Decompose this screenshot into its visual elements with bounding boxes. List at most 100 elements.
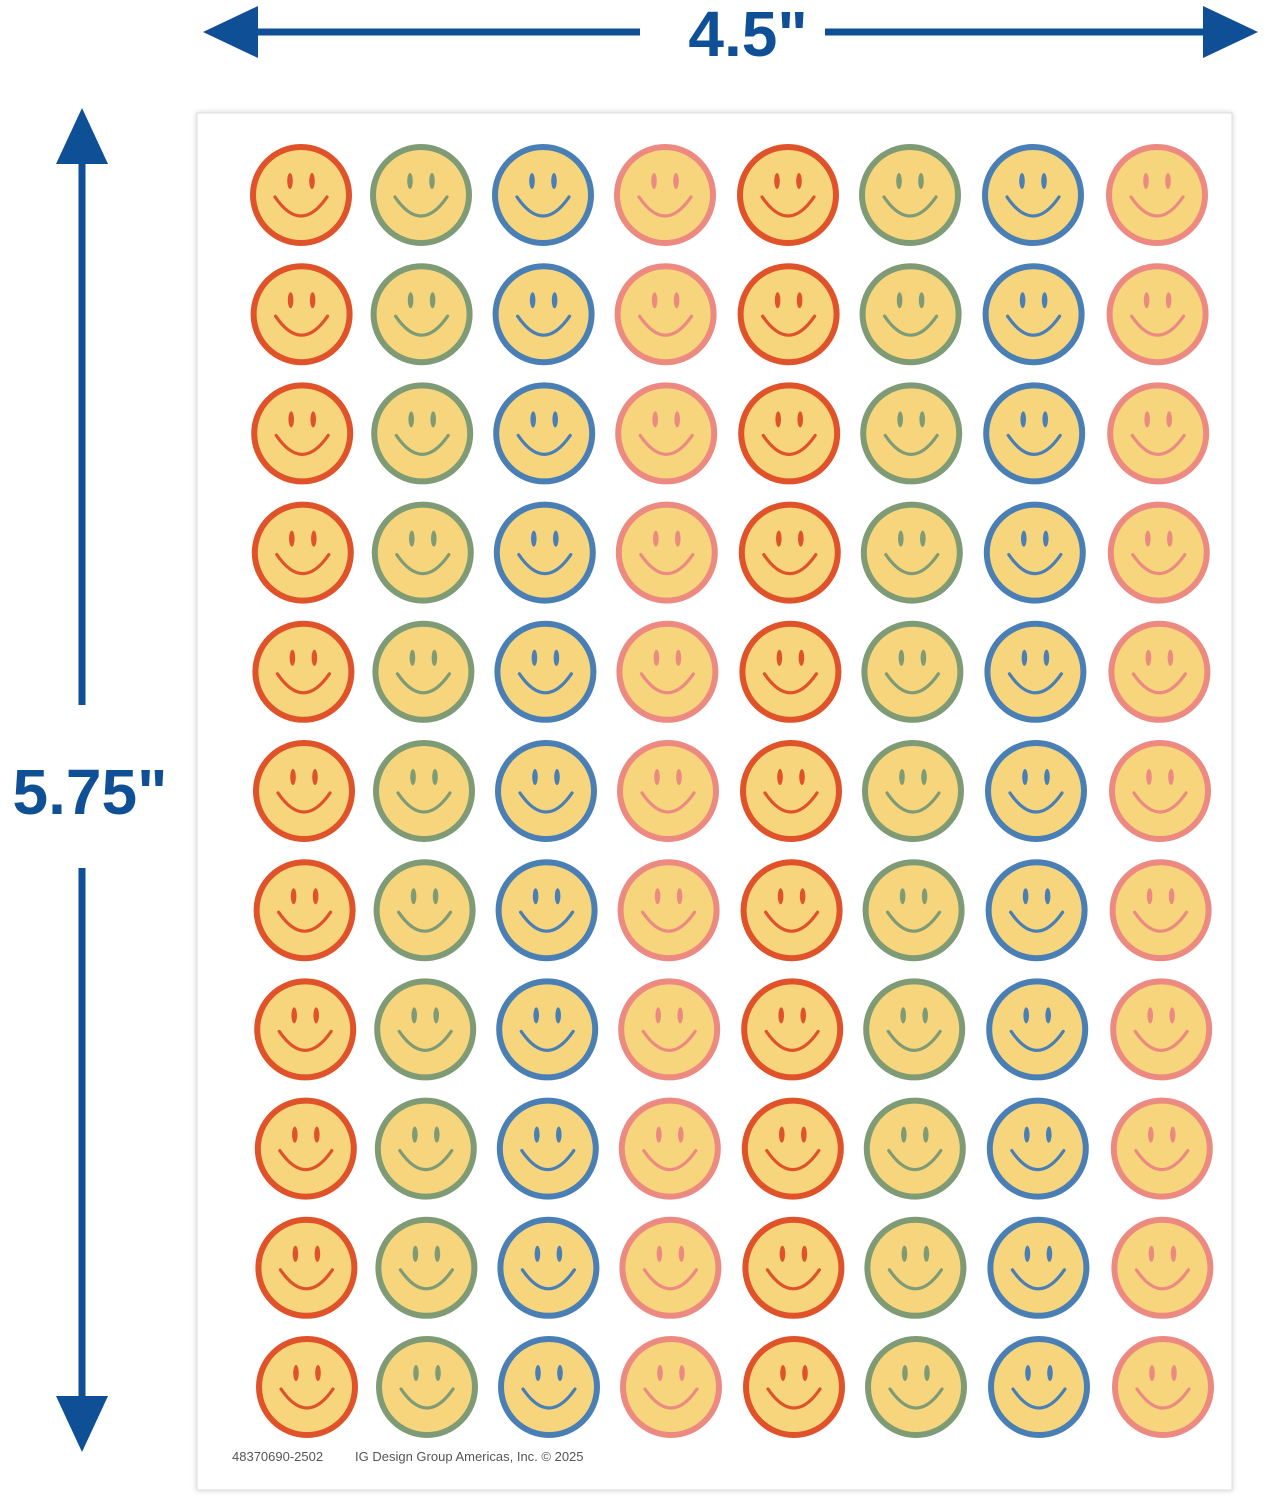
sticker-eye bbox=[776, 530, 782, 547]
sticker-eye bbox=[531, 649, 538, 666]
sticker-eye bbox=[534, 1126, 540, 1143]
sticker-face bbox=[1109, 859, 1212, 962]
sticker-eye bbox=[1144, 411, 1150, 428]
sticker-eye bbox=[777, 888, 784, 905]
sticker-face bbox=[498, 1336, 600, 1438]
sticker-eye bbox=[553, 649, 560, 666]
sticker-smile bbox=[1007, 672, 1063, 695]
sticker-eye bbox=[1022, 888, 1029, 905]
sticker-eye bbox=[532, 888, 539, 905]
sticker-face bbox=[739, 620, 842, 723]
sticker-eye bbox=[435, 1365, 441, 1381]
smiley-sticker bbox=[250, 263, 353, 366]
smiley-sticker bbox=[493, 501, 596, 604]
sticker-smile bbox=[516, 433, 572, 456]
sticker-face bbox=[497, 1216, 600, 1319]
sticker-face bbox=[984, 620, 1087, 723]
sticker-eye bbox=[897, 411, 903, 428]
sticker-face bbox=[251, 501, 354, 604]
sticker-face bbox=[253, 740, 355, 842]
sticker-eye bbox=[429, 292, 436, 309]
smiley-sticker bbox=[859, 263, 962, 366]
sticker-smile bbox=[641, 910, 697, 933]
sticker-smile bbox=[277, 1029, 333, 1052]
sticker-eye bbox=[290, 769, 296, 785]
sticker-eye bbox=[551, 173, 557, 189]
sticker-eye bbox=[554, 888, 561, 905]
sticker-face bbox=[862, 740, 964, 842]
sticker-smile bbox=[640, 791, 696, 814]
sticker-eye bbox=[1170, 1245, 1177, 1262]
sticker-smile bbox=[642, 1149, 698, 1171]
sticker-eye bbox=[411, 1007, 418, 1024]
sticker-eye bbox=[1043, 530, 1049, 547]
sticker-smile bbox=[761, 433, 817, 456]
sticker-smile bbox=[761, 314, 817, 337]
sticker-eye bbox=[675, 649, 682, 666]
smiley-sticker bbox=[862, 859, 965, 962]
smiley-sticker bbox=[497, 1216, 600, 1319]
smiley-sticker bbox=[614, 263, 717, 366]
smiley-sticker bbox=[498, 1336, 600, 1438]
sticker-eye bbox=[432, 888, 439, 905]
sticker-smile bbox=[641, 1029, 697, 1052]
sticker-eye bbox=[774, 173, 780, 189]
sticker-eye bbox=[429, 173, 435, 189]
smiley-sticker bbox=[373, 859, 476, 962]
smiley-sticker bbox=[370, 263, 473, 366]
sticker-smile bbox=[521, 1387, 577, 1410]
smiley-sticker bbox=[620, 1336, 722, 1438]
sticker-eye bbox=[800, 1007, 806, 1024]
smiley-sticker bbox=[615, 382, 718, 485]
sticker-smile bbox=[1010, 1149, 1066, 1171]
sticker-eye bbox=[290, 888, 297, 905]
sticker-smile bbox=[1009, 1029, 1065, 1052]
sticker-eye bbox=[413, 1365, 419, 1381]
sticker-smile bbox=[765, 1149, 821, 1171]
smiley-sticker bbox=[739, 620, 842, 723]
sticker-smile bbox=[275, 672, 331, 695]
sticker-eye bbox=[652, 411, 658, 428]
sticker-eye bbox=[533, 1007, 539, 1024]
sticker-face bbox=[1106, 144, 1208, 246]
sticker-eye bbox=[532, 769, 538, 785]
sticker-face bbox=[1108, 620, 1211, 723]
sticker-eye bbox=[1167, 530, 1173, 547]
sticker-smile bbox=[1010, 1268, 1066, 1291]
sticker-face bbox=[495, 859, 598, 962]
smiley-sticker bbox=[743, 1336, 845, 1438]
sticker-face bbox=[738, 382, 841, 485]
sticker-eye bbox=[1168, 888, 1175, 905]
sticker-face bbox=[616, 620, 719, 723]
sticker-eye bbox=[434, 1126, 440, 1143]
sticker-smile bbox=[643, 1387, 699, 1410]
sticker-face bbox=[737, 263, 840, 366]
sticker-smile bbox=[398, 1268, 454, 1291]
sticker-face bbox=[741, 978, 844, 1081]
smiley-sticker bbox=[617, 740, 719, 842]
smiley-sticker bbox=[982, 144, 1084, 246]
sticker-face bbox=[254, 1097, 357, 1200]
sticker-face bbox=[252, 620, 355, 723]
sticker-eye bbox=[1148, 1245, 1155, 1262]
smiley-sticker bbox=[862, 740, 964, 842]
sticker-smile bbox=[1006, 433, 1062, 456]
smiley-sticker bbox=[374, 1097, 477, 1200]
smiley-sticker bbox=[493, 382, 596, 485]
sticker-smile bbox=[395, 672, 451, 695]
sticker-eye bbox=[924, 1365, 930, 1381]
smiley-sticker bbox=[986, 978, 1089, 1081]
sticker-smile bbox=[517, 553, 573, 575]
sticker-eye bbox=[798, 649, 805, 666]
sticker-smile bbox=[520, 1149, 576, 1171]
sticker-eye bbox=[801, 1245, 808, 1262]
smiley-sticker bbox=[492, 263, 595, 366]
sticker-eye bbox=[407, 292, 414, 309]
sticker-face bbox=[619, 1216, 722, 1319]
sticker-eye bbox=[534, 1245, 541, 1262]
sticker-eye bbox=[654, 769, 660, 785]
sticker-face bbox=[370, 263, 473, 366]
smiley-sticker bbox=[496, 978, 599, 1081]
sticker-face bbox=[620, 1336, 722, 1438]
sticker-smile bbox=[1130, 314, 1186, 337]
